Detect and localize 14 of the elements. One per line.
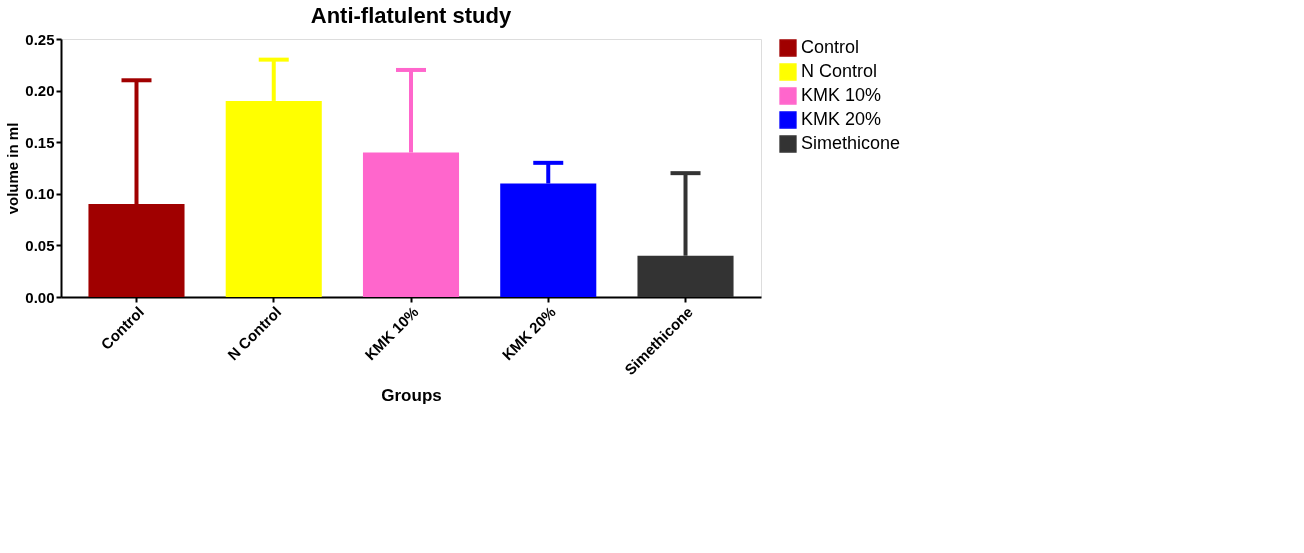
legend-label: Control xyxy=(801,37,860,57)
y-tick-label: 0.05 xyxy=(25,236,55,254)
legend-label: N Control xyxy=(801,61,878,81)
y-tick-label: 0.10 xyxy=(25,185,55,203)
x-axis-title: Groups xyxy=(381,386,442,406)
chart-title: Anti-flatulent study xyxy=(310,3,512,28)
legend-label: Simethicone xyxy=(801,133,901,153)
legend-label: KMK 10% xyxy=(801,85,882,105)
y-tick-label: 0.15 xyxy=(25,133,55,151)
y-tick-label: 0.20 xyxy=(25,82,55,100)
legend-label: KMK 20% xyxy=(801,109,882,129)
y-tick-label: 0.00 xyxy=(25,288,55,306)
y-axis-title: volume in ml xyxy=(4,122,22,215)
y-tick-label: 0.25 xyxy=(25,30,55,48)
